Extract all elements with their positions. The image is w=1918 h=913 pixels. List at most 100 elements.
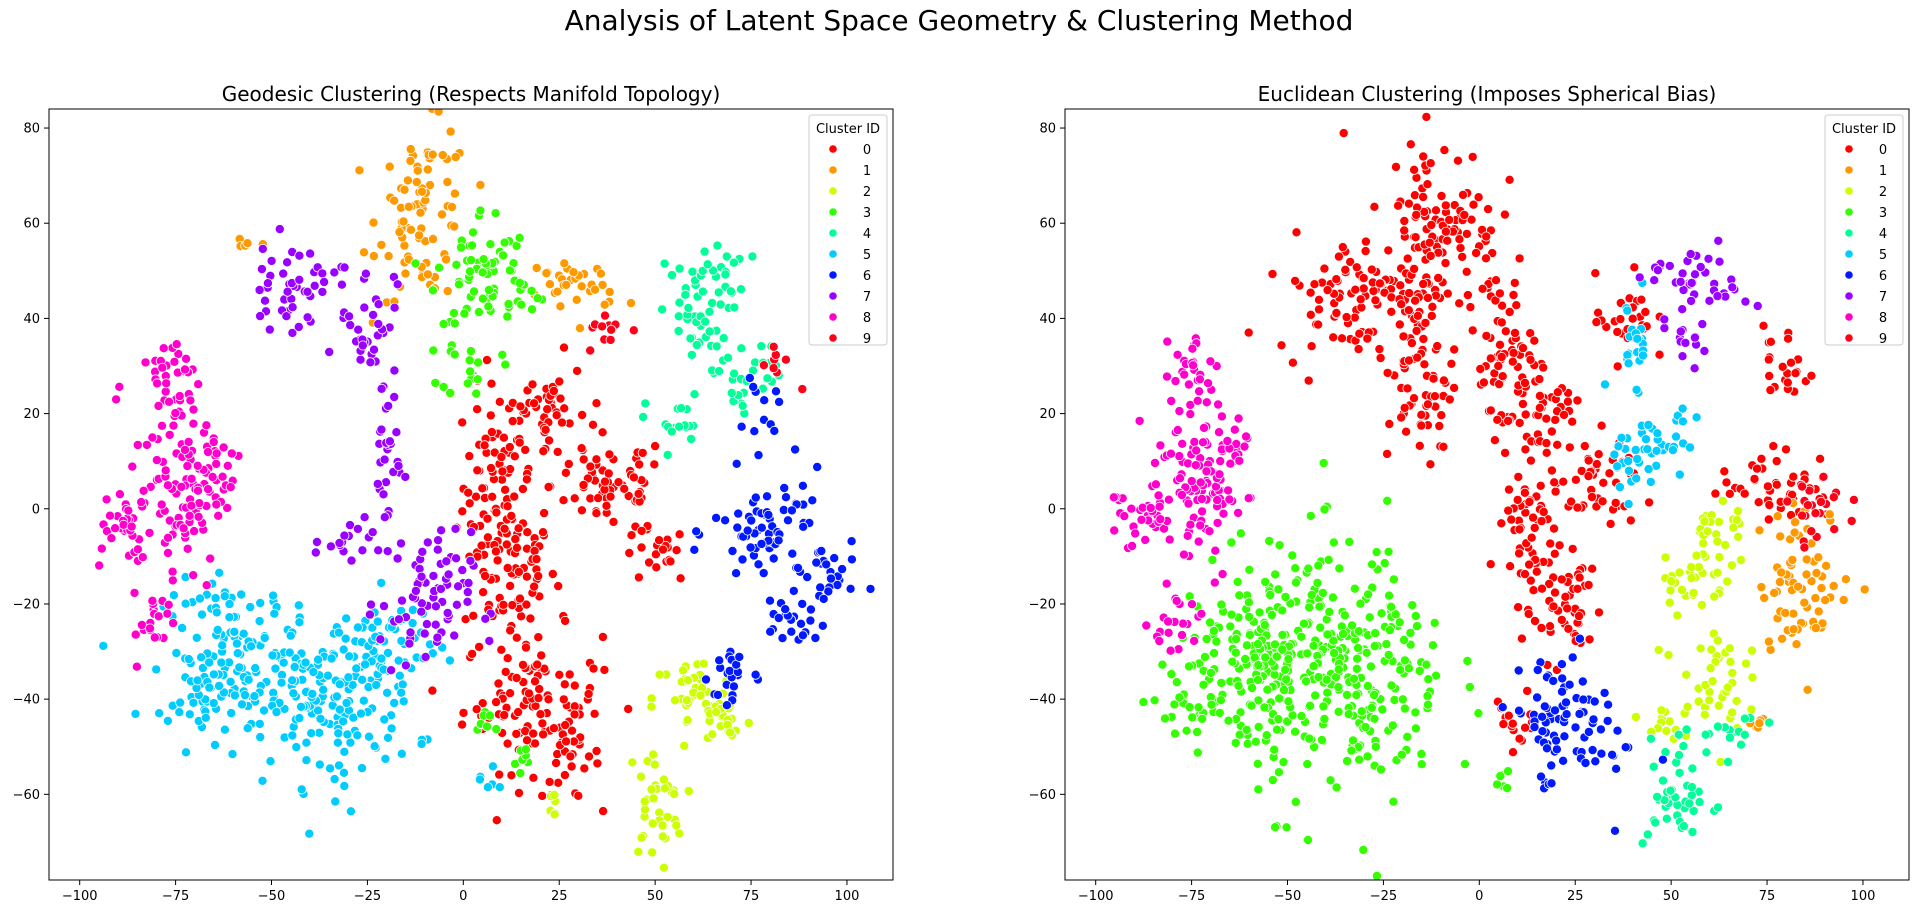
data-point-cluster-4: [747, 251, 758, 262]
data-point-cluster-6: [787, 548, 798, 559]
data-point-cluster-5: [389, 698, 400, 709]
data-point-cluster-4: [1674, 750, 1685, 761]
data-point-cluster-5: [229, 626, 240, 637]
data-point-cluster-3: [1366, 702, 1377, 713]
data-point-cluster-0: [505, 688, 516, 699]
data-point-cluster-5: [227, 749, 238, 760]
data-point-cluster-1: [445, 126, 456, 137]
x-tick-label: −50: [1274, 889, 1301, 904]
data-point-cluster-8: [162, 608, 173, 619]
data-point-cluster-0: [1457, 251, 1468, 262]
data-point-cluster-8: [185, 395, 196, 406]
data-point-cluster-0: [553, 581, 564, 592]
data-point-cluster-0: [1395, 280, 1406, 291]
data-point-cluster-0: [482, 513, 493, 524]
data-point-cluster-0: [474, 641, 485, 652]
data-point-cluster-0: [1276, 340, 1287, 351]
data-point-cluster-0: [502, 653, 513, 664]
data-point-cluster-8: [1194, 386, 1205, 397]
data-point-cluster-1: [368, 251, 379, 262]
data-point-cluster-3: [1160, 713, 1171, 724]
data-point-cluster-0: [472, 465, 483, 476]
data-point-cluster-7: [462, 587, 473, 598]
data-point-cluster-6: [1557, 673, 1568, 684]
data-point-cluster-3: [467, 227, 478, 238]
data-point-cluster-5: [267, 650, 278, 661]
data-point-cluster-8: [162, 532, 173, 543]
data-point-cluster-0: [1431, 205, 1442, 216]
data-point-cluster-0: [1612, 361, 1623, 372]
data-point-cluster-0: [1481, 231, 1492, 242]
data-point-cluster-5: [318, 684, 329, 695]
data-point-cluster-3: [485, 239, 496, 250]
data-point-cluster-0: [1538, 506, 1549, 517]
y-tick-label: −40: [13, 693, 40, 708]
data-point-cluster-3: [1369, 641, 1380, 652]
data-point-cluster-6: [1610, 825, 1621, 836]
x-tick-label: 75: [743, 889, 760, 904]
data-point-cluster-6: [1620, 742, 1631, 753]
data-point-cluster-8: [1164, 534, 1175, 545]
data-point-cluster-0: [650, 549, 661, 560]
data-point-cluster-8: [130, 629, 141, 640]
data-point-cluster-0: [1763, 514, 1774, 525]
data-point-cluster-5: [344, 651, 355, 662]
data-point-cluster-3: [515, 768, 526, 779]
data-point-cluster-8: [164, 515, 175, 526]
data-point-cluster-0: [600, 476, 611, 487]
data-point-cluster-5: [168, 590, 179, 601]
x-tick-label: 50: [1663, 889, 1680, 904]
data-point-cluster-3: [1184, 661, 1195, 672]
data-point-cluster-7: [416, 606, 427, 617]
data-point-cluster-1: [1810, 623, 1821, 634]
data-point-cluster-8: [184, 510, 195, 521]
data-point-cluster-0: [522, 735, 533, 746]
data-point-cluster-8: [1136, 514, 1147, 525]
data-point-cluster-3: [1253, 721, 1264, 732]
data-point-cluster-2: [1686, 573, 1697, 584]
data-point-cluster-0: [536, 650, 547, 661]
data-point-cluster-2: [1727, 667, 1738, 678]
data-point-cluster-5: [276, 677, 287, 688]
data-point-cluster-4: [674, 421, 685, 432]
data-point-cluster-0: [1493, 360, 1504, 371]
data-point-cluster-0: [552, 446, 563, 457]
data-point-cluster-5: [338, 767, 349, 778]
data-point-cluster-0: [509, 451, 520, 462]
data-point-cluster-7: [465, 555, 476, 566]
data-point-cluster-3: [1395, 664, 1406, 675]
data-point-cluster-5: [1638, 350, 1649, 361]
data-point-cluster-8: [123, 505, 134, 516]
data-point-cluster-0: [1358, 273, 1369, 284]
data-point-cluster-0: [486, 427, 497, 438]
data-point-cluster-9: [1799, 542, 1810, 553]
data-point-cluster-1: [1801, 569, 1812, 580]
data-point-cluster-0: [597, 632, 608, 643]
data-point-cluster-3: [1370, 628, 1381, 639]
data-point-cluster-0: [1517, 398, 1528, 409]
data-point-cluster-0: [1790, 368, 1801, 379]
data-point-cluster-1: [354, 165, 365, 176]
data-point-cluster-9: [597, 321, 608, 332]
data-point-cluster-0: [1556, 614, 1567, 625]
data-point-cluster-2: [1706, 644, 1717, 655]
data-point-cluster-8: [1165, 645, 1176, 656]
data-point-cluster-5: [287, 730, 298, 741]
data-point-cluster-9: [628, 325, 639, 336]
data-point-cluster-6: [750, 669, 761, 680]
data-point-cluster-8: [147, 595, 158, 606]
data-point-cluster-8: [1177, 438, 1188, 449]
data-point-cluster-3: [1310, 690, 1321, 701]
legend-label-4: 4: [863, 227, 871, 242]
data-point-cluster-0: [1485, 559, 1496, 570]
data-point-cluster-6: [691, 526, 702, 537]
data-point-cluster-0: [537, 718, 548, 729]
data-point-cluster-0: [1449, 382, 1460, 393]
data-point-cluster-1: [541, 268, 552, 279]
data-point-cluster-0: [1566, 496, 1577, 507]
legend-marker-2: [1844, 186, 1854, 196]
data-point-cluster-0: [529, 581, 540, 592]
data-point-cluster-4: [662, 449, 673, 460]
data-point-cluster-0: [1375, 352, 1386, 363]
data-point-cluster-5: [1641, 434, 1652, 445]
